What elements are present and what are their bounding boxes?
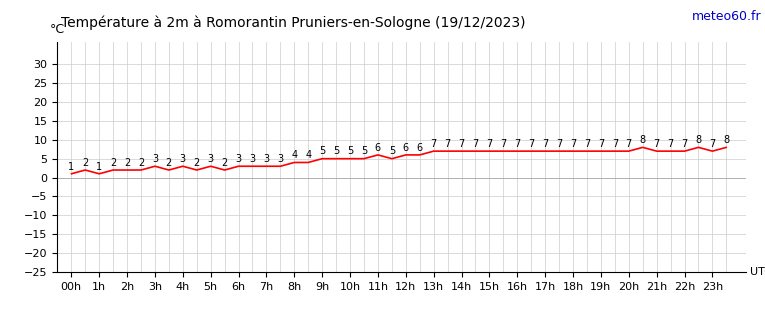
Text: 1: 1	[96, 162, 103, 172]
Text: 2: 2	[110, 158, 116, 168]
Text: 7: 7	[514, 139, 520, 149]
Text: UTC: UTC	[750, 267, 765, 277]
Text: 2: 2	[82, 158, 89, 168]
Text: 4: 4	[305, 150, 311, 160]
Text: 8: 8	[695, 135, 702, 145]
Text: 6: 6	[402, 143, 409, 153]
Text: 7: 7	[597, 139, 604, 149]
Text: 7: 7	[653, 139, 659, 149]
Text: 3: 3	[236, 154, 242, 164]
Text: 3: 3	[277, 154, 284, 164]
Text: 2: 2	[124, 158, 130, 168]
Text: 7: 7	[487, 139, 493, 149]
Text: 7: 7	[570, 139, 576, 149]
Text: 5: 5	[333, 147, 339, 156]
Text: 3: 3	[263, 154, 269, 164]
Text: 7: 7	[500, 139, 506, 149]
Text: 5: 5	[347, 147, 353, 156]
Text: 7: 7	[431, 139, 437, 149]
Text: 6: 6	[417, 143, 423, 153]
Text: 7: 7	[472, 139, 479, 149]
Text: 7: 7	[458, 139, 464, 149]
Text: 7: 7	[626, 139, 632, 149]
Text: 2: 2	[166, 158, 172, 168]
Text: 7: 7	[612, 139, 618, 149]
Text: 5: 5	[319, 147, 325, 156]
Text: 7: 7	[668, 139, 674, 149]
Text: Température à 2m à Romorantin Pruniers-en-Sologne (19/12/2023): Température à 2m à Romorantin Pruniers-e…	[61, 16, 526, 30]
Text: 7: 7	[444, 139, 451, 149]
Text: 8: 8	[723, 135, 729, 145]
Text: 7: 7	[682, 139, 688, 149]
Text: 3: 3	[180, 154, 186, 164]
Text: 2: 2	[222, 158, 228, 168]
Text: 5: 5	[361, 147, 367, 156]
Text: 7: 7	[584, 139, 590, 149]
Text: 2: 2	[138, 158, 144, 168]
Text: meteo60.fr: meteo60.fr	[692, 10, 761, 23]
Text: 2: 2	[194, 158, 200, 168]
Text: 1: 1	[68, 162, 74, 172]
Text: 5: 5	[389, 147, 395, 156]
Text: 7: 7	[542, 139, 549, 149]
Text: 6: 6	[375, 143, 381, 153]
Text: 7: 7	[528, 139, 535, 149]
Text: 7: 7	[556, 139, 562, 149]
Text: 8: 8	[640, 135, 646, 145]
Text: 7: 7	[709, 139, 715, 149]
Text: 3: 3	[207, 154, 213, 164]
Text: 3: 3	[152, 154, 158, 164]
Text: 4: 4	[291, 150, 298, 160]
Text: °C: °C	[50, 23, 65, 36]
Text: 3: 3	[249, 154, 256, 164]
